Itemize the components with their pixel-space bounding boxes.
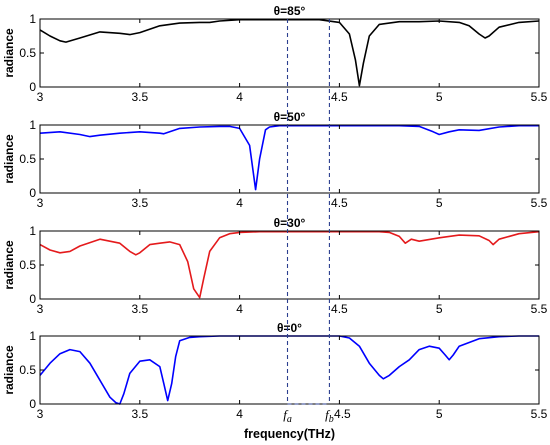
y-tick-label: 0.5 [19, 152, 36, 166]
x-tick-label: 4.5 [331, 196, 348, 210]
panel-title: θ=0° [277, 321, 302, 335]
x-tick-label: 5 [436, 302, 443, 316]
y-tick-label: 1 [29, 224, 36, 238]
x-tick-label: 5 [436, 90, 443, 104]
x-tick-label: 3.5 [131, 407, 148, 421]
series-line [39, 18, 540, 87]
panel-2: θ=50° radiance 3 3.5 4 4.5 5 5.5 0 0.5 1 [2, 110, 548, 210]
x-tick-label: 5.5 [531, 302, 548, 316]
panel-title: θ=85° [274, 4, 306, 18]
y-axis-label: radiance [2, 28, 16, 78]
panel-4: θ=0° radiance 3 3.5 4 5 5.5 0 0.5 1 [2, 321, 548, 421]
panel-3: θ=30° radiance 3 3.5 4 4.5 5 5.5 0 0.5 1 [2, 216, 548, 316]
y-tick-label: 1 [29, 12, 36, 26]
x-axis-label: frequency(THz) [244, 427, 335, 441]
y-tick-label: 0.5 [19, 46, 36, 60]
plot-frame [39, 335, 540, 405]
series-line [39, 230, 540, 299]
x-tick-label: 3.5 [131, 90, 148, 104]
x-tick-label: 3 [37, 196, 44, 210]
x-tick-label: 5.5 [531, 196, 548, 210]
x-tick-label: 4.5 [334, 407, 351, 421]
y-tick-label: 1 [29, 329, 36, 343]
plot-frame [39, 230, 540, 300]
y-axis-label: radiance [2, 345, 16, 395]
series-line [39, 124, 539, 191]
x-tick-label: 5 [436, 196, 443, 210]
x-tick-label: 5.5 [531, 90, 548, 104]
x-tick-label: 5 [436, 407, 443, 421]
x-tick-label: 5.5 [531, 407, 548, 421]
x-tick-label: 3 [37, 90, 44, 104]
x-tick-label: 4.5 [331, 302, 348, 316]
y-axis-label: radiance [2, 134, 16, 184]
y-tick-label: 0 [29, 397, 36, 411]
y-tick-label: 0 [29, 186, 36, 200]
series-line [39, 335, 539, 405]
x-tick-label: 3.5 [131, 196, 148, 210]
plot-frame [39, 18, 540, 88]
x-tick-label: 3.5 [131, 302, 148, 316]
y-tick-label: 1 [29, 118, 36, 132]
y-axis-label: radiance [2, 240, 16, 290]
x-tick-label: 3 [37, 407, 44, 421]
y-tick-label: 0 [29, 80, 36, 94]
x-tick-label: 4 [236, 90, 243, 104]
y-tick-label: 0 [29, 292, 36, 306]
x-tick-label: 4 [236, 302, 243, 316]
panel-title: θ=30° [274, 216, 306, 230]
marker-label: fb [325, 407, 334, 425]
plot-frame [39, 124, 540, 194]
x-tick-label: 4 [236, 407, 243, 421]
y-tick-label: 0.5 [19, 258, 36, 272]
panel-1: θ=85° radiance 3 3.5 4 4.5 5 5.5 0 0.5 1 [2, 4, 548, 104]
x-tick-label: 4 [236, 196, 243, 210]
marker-label: fa [283, 407, 292, 425]
x-tick-label: 3 [37, 302, 44, 316]
panel-title: θ=50° [274, 110, 306, 124]
x-tick-label: 4.5 [331, 90, 348, 104]
y-tick-label: 0.5 [19, 363, 36, 377]
